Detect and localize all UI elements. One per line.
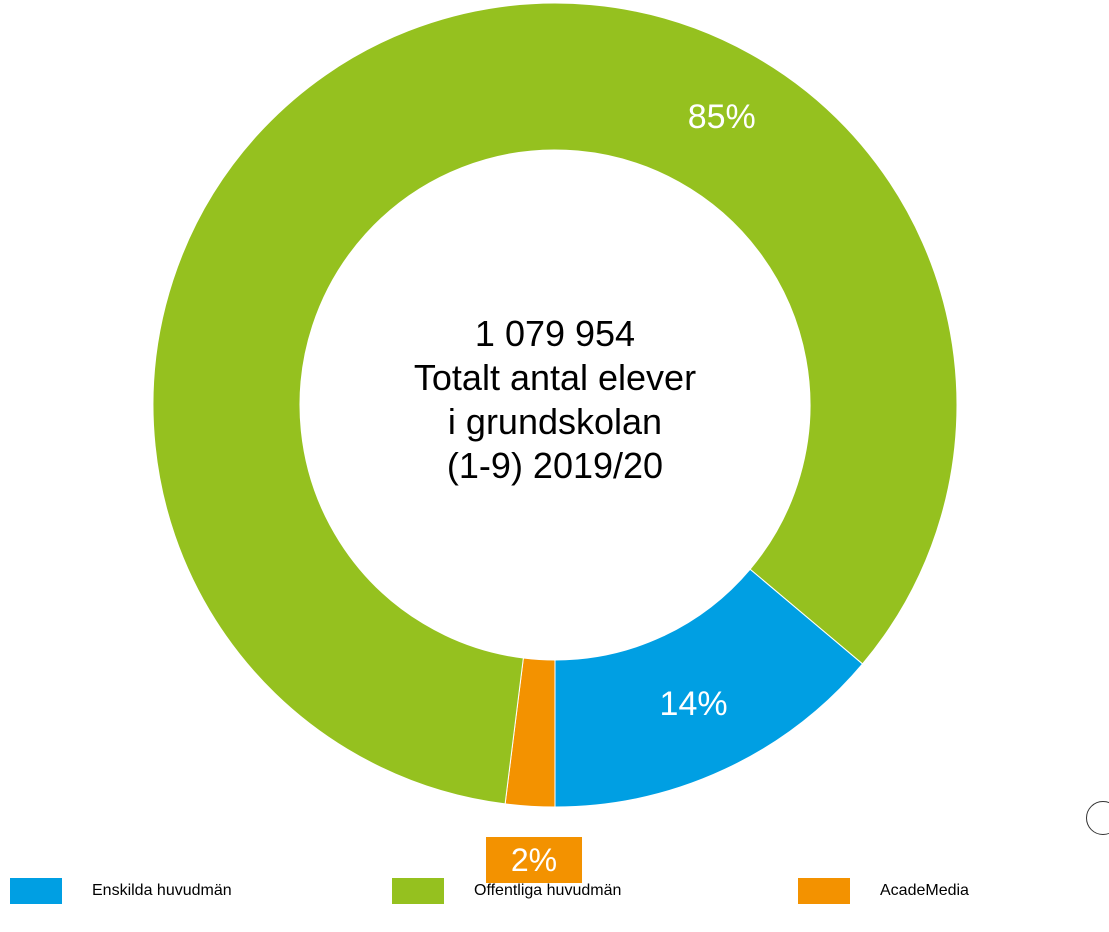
center-label-line-2: Totalt antal elever [413,357,697,398]
legend-item-enskilda: Enskilda huvudmän [10,878,232,904]
center-label-line-3: i grundskolan [447,401,663,442]
slice-labels: 2% 85% 14% [486,98,756,883]
legend-item-offentliga: Offentliga huvudmän [392,878,621,904]
donut-slices [152,2,958,808]
center-label-line-4: (1-9) 2019/20 [446,445,664,486]
legend-swatch-offentliga [392,878,444,904]
center-label-line-1: 1 079 954 [474,313,636,354]
legend-swatch-enskilda [10,878,62,904]
slice-label-offentliga-huvudm-n: 85% [688,98,756,136]
center-label: 1 079 954 Totalt antal elever i grundsko… [355,312,755,488]
slice-offentliga-huvudm-n [152,2,958,805]
slice-label-enskilda-huvudm-n: 14% [660,685,728,723]
legend-swatch-academedia [798,878,850,904]
legend-label-offentliga: Offentliga huvudmän [474,882,622,899]
slice-label-box-academedia [486,837,583,883]
slice-enskilda-huvudm-n [554,568,864,808]
legend-label-academedia: AcadeMedia [880,882,969,899]
slice-label-academedia: 2% [511,842,557,878]
legend: Enskilda huvudmän Offentliga huvudmän Ac… [0,878,1109,908]
legend-item-academedia: AcadeMedia [798,878,969,904]
legend-label-enskilda: Enskilda huvudmän [92,882,232,899]
